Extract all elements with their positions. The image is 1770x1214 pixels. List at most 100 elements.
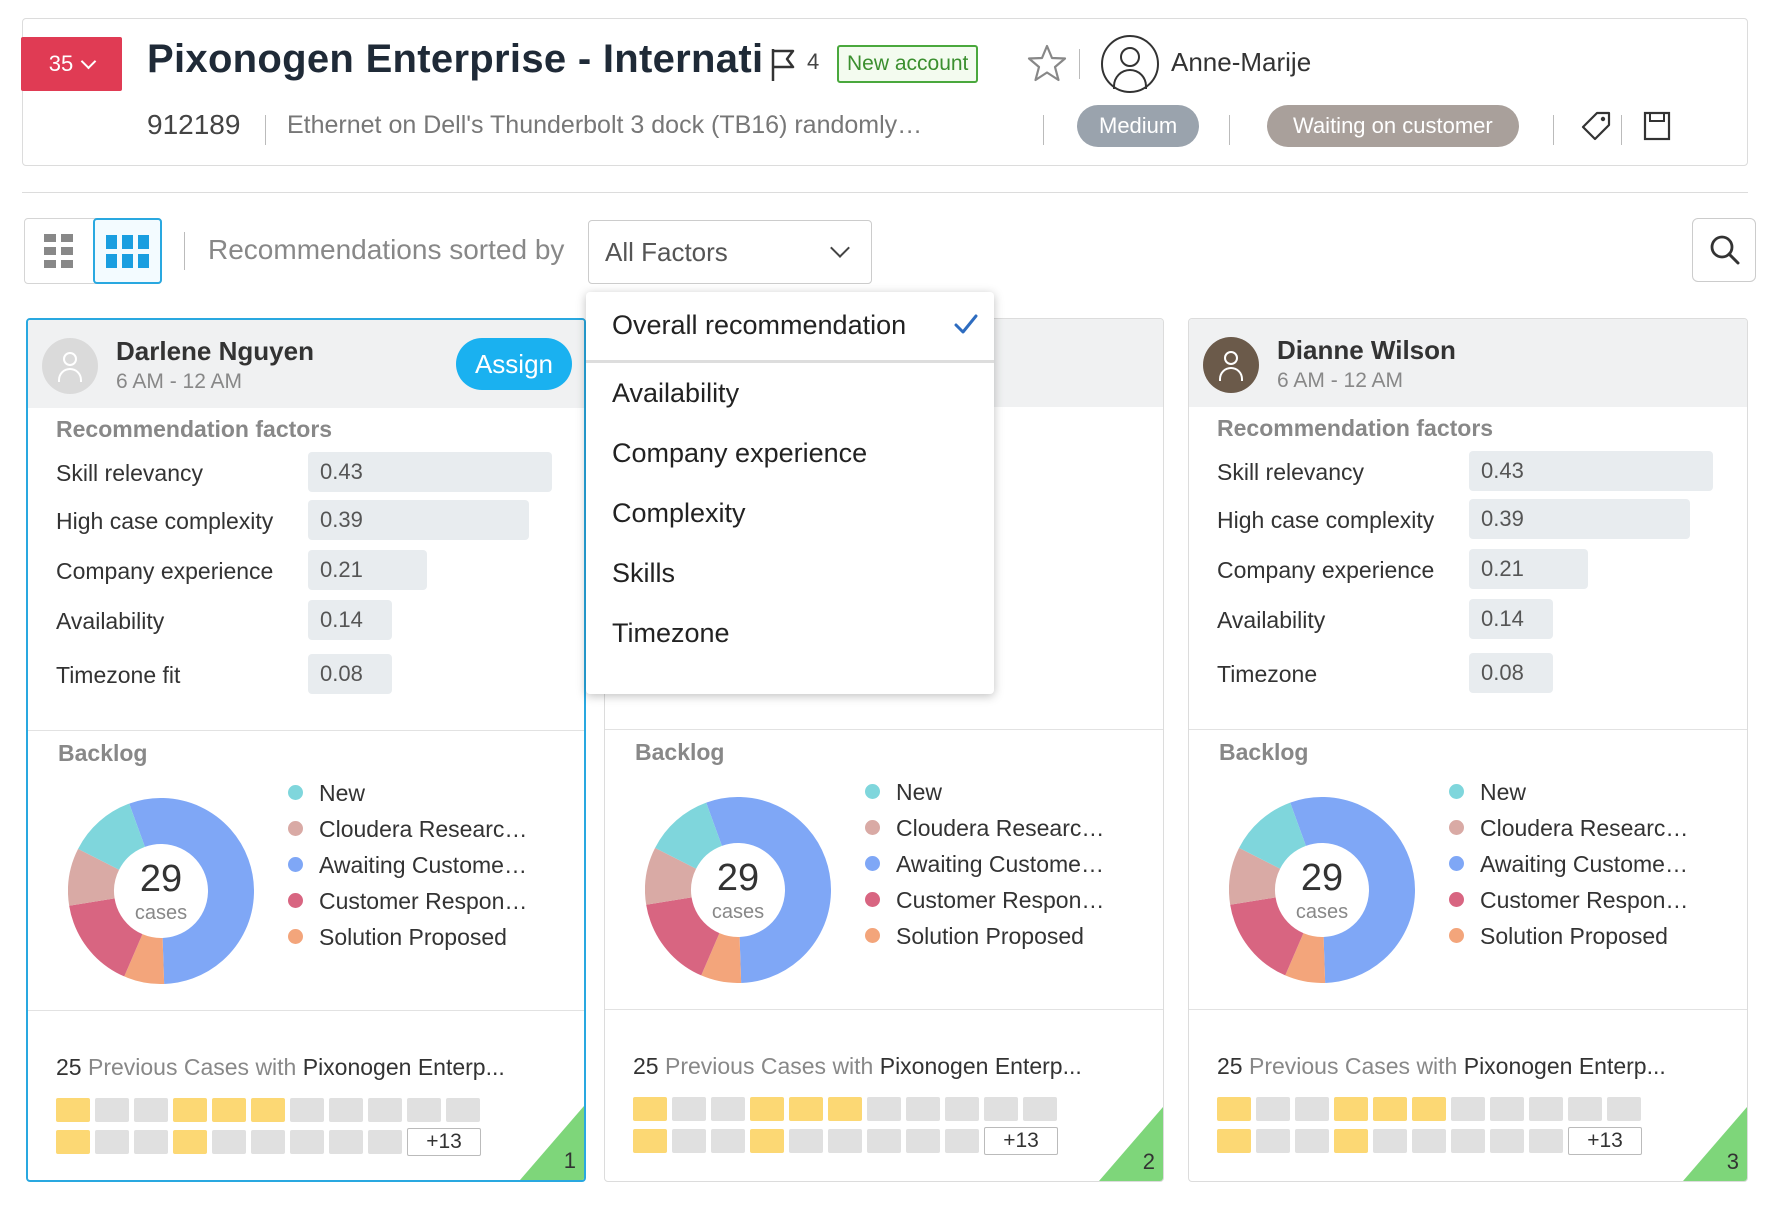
assign-button[interactable]: Assign [456, 338, 572, 390]
previous-case-square[interactable] [945, 1129, 979, 1153]
previous-case-square[interactable] [1412, 1129, 1446, 1153]
agent-card[interactable]: Darlene Nguyen 6 AM - 12 AM Assign Recommen… [26, 318, 586, 1182]
tag-icon[interactable] [1581, 111, 1611, 141]
previous-case-square[interactable] [251, 1130, 285, 1154]
more-cases-button[interactable]: +13 [984, 1127, 1058, 1155]
previous-case-square[interactable] [672, 1129, 706, 1153]
assignee-name[interactable]: Anne-Marije [1171, 47, 1312, 77]
previous-case-square[interactable] [56, 1130, 90, 1154]
previous-case-square[interactable] [290, 1130, 324, 1154]
previous-case-square[interactable] [828, 1097, 862, 1121]
previous-case-square[interactable] [1256, 1129, 1290, 1153]
factor-label: Skill relevancy [56, 460, 203, 486]
legend-dot [1449, 856, 1464, 872]
previous-case-square[interactable] [906, 1097, 940, 1121]
previous-case-square[interactable] [1295, 1129, 1329, 1153]
save-icon[interactable] [1643, 111, 1671, 141]
previous-case-square[interactable] [906, 1129, 940, 1153]
previous-case-square[interactable] [1568, 1097, 1602, 1121]
previous-case-square[interactable] [329, 1098, 363, 1122]
dropdown-item-company-experience[interactable]: Company experience [612, 438, 868, 468]
case-count-badge[interactable]: 35 [21, 37, 122, 91]
previous-case-square[interactable] [672, 1097, 706, 1121]
previous-case-square[interactable] [56, 1098, 90, 1122]
previous-case-square[interactable] [251, 1098, 285, 1122]
previous-case-square[interactable] [1373, 1129, 1407, 1153]
previous-case-square[interactable] [1607, 1097, 1641, 1121]
previous-case-square[interactable] [1529, 1097, 1563, 1121]
section-divider [1189, 729, 1747, 730]
previous-case-square[interactable] [95, 1098, 129, 1122]
previous-case-square[interactable] [134, 1130, 168, 1154]
previous-case-square[interactable] [173, 1098, 207, 1122]
previous-case-square[interactable] [1334, 1129, 1368, 1153]
previous-case-square[interactable] [446, 1098, 480, 1122]
agent-card[interactable]: Timezone fit0.08Backlog29casesNewClouder… [604, 318, 1164, 1182]
legend-item: New [1449, 779, 1719, 806]
more-cases-button[interactable]: +13 [407, 1128, 481, 1156]
legend-dot [865, 856, 880, 872]
previous-case-square[interactable] [1412, 1097, 1446, 1121]
dropdown-item-availability[interactable]: Availability [612, 378, 740, 408]
previous-case-square[interactable] [1256, 1097, 1290, 1121]
dropdown-item-skills[interactable]: Skills [612, 558, 676, 588]
compact-view-button[interactable] [25, 219, 93, 283]
previous-case-square[interactable] [134, 1098, 168, 1122]
previous-case-square[interactable] [867, 1097, 901, 1121]
case-header: 35 Pixonogen Enterprise - Internati 4 Ne… [21, 18, 1748, 166]
previous-case-square[interactable] [633, 1097, 667, 1121]
previous-case-square[interactable] [1529, 1129, 1563, 1153]
previous-case-square[interactable] [1217, 1129, 1251, 1153]
card-view-button[interactable] [92, 218, 162, 284]
previous-case-square[interactable] [633, 1129, 667, 1153]
previous-case-square[interactable] [984, 1097, 1018, 1121]
agent-card[interactable]: Dianne Wilson 6 AM - 12 AM Recommendation … [1188, 318, 1748, 1182]
previous-case-square[interactable] [867, 1129, 901, 1153]
previous-case-square[interactable] [290, 1098, 324, 1122]
previous-case-square[interactable] [711, 1097, 745, 1121]
previous-case-square[interactable] [1334, 1097, 1368, 1121]
previous-case-square[interactable] [1023, 1097, 1057, 1121]
previous-case-square[interactable] [95, 1130, 129, 1154]
previous-case-square[interactable] [750, 1097, 784, 1121]
assignee-avatar[interactable] [1101, 35, 1159, 93]
rank-corner [520, 1106, 584, 1180]
dropdown-item-timezone[interactable]: Timezone [612, 618, 730, 648]
sort-select[interactable]: All Factors [588, 220, 872, 284]
previous-case-square[interactable] [1490, 1129, 1524, 1153]
previous-case-square[interactable] [368, 1098, 402, 1122]
priority-badge[interactable]: Medium [1077, 105, 1200, 147]
more-cases-button[interactable]: +13 [1568, 1127, 1642, 1155]
factor-bar: 0.08 [1469, 653, 1553, 693]
previous-case-square[interactable] [1295, 1097, 1329, 1121]
previous-case-square[interactable] [1217, 1097, 1251, 1121]
previous-case-square[interactable] [789, 1097, 823, 1121]
previous-case-square[interactable] [1373, 1097, 1407, 1121]
previous-case-square[interactable] [212, 1130, 246, 1154]
legend-label: Cloudera Researc… [319, 816, 528, 842]
previous-case-square[interactable] [212, 1098, 246, 1122]
dropdown-item-overall[interactable]: Overall recommendation [612, 310, 907, 340]
search-button[interactable] [1692, 218, 1756, 282]
previous-case-square[interactable] [407, 1098, 441, 1122]
flag-icon[interactable] [769, 47, 799, 83]
previous-case-square[interactable] [945, 1097, 979, 1121]
factor-label: Timezone [1217, 661, 1318, 687]
previous-case-square[interactable] [711, 1129, 745, 1153]
previous-case-square[interactable] [329, 1130, 363, 1154]
dropdown-item-complexity[interactable]: Complexity [612, 498, 746, 528]
previous-case-square[interactable] [789, 1129, 823, 1153]
star-icon[interactable] [1027, 43, 1067, 83]
donut-segment-awaiting [645, 797, 831, 983]
status-badge[interactable]: Waiting on customer [1267, 105, 1519, 147]
previous-case-square[interactable] [173, 1130, 207, 1154]
previous-case-square[interactable] [1451, 1129, 1485, 1153]
previous-case-square[interactable] [1490, 1097, 1524, 1121]
legend-item: Customer Respon… [865, 887, 1135, 914]
factor-label: High case complexity [56, 508, 274, 534]
previous-case-square[interactable] [1451, 1097, 1485, 1121]
agent-card-header: Darlene Nguyen 6 AM - 12 AM Assign [28, 320, 584, 408]
previous-case-square[interactable] [828, 1129, 862, 1153]
previous-case-square[interactable] [368, 1130, 402, 1154]
previous-case-square[interactable] [750, 1129, 784, 1153]
